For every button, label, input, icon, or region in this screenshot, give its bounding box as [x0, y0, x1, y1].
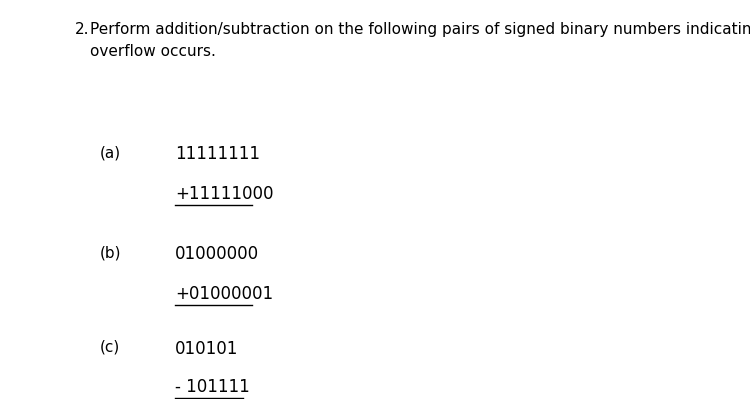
- Text: 010101: 010101: [175, 340, 238, 358]
- Text: (b): (b): [100, 245, 122, 260]
- Text: 01000000: 01000000: [175, 245, 260, 263]
- Text: (c): (c): [100, 340, 120, 355]
- Text: 11111111: 11111111: [175, 145, 260, 163]
- Text: - 101111: - 101111: [175, 378, 250, 396]
- Text: 2.: 2.: [75, 22, 89, 37]
- Text: +01000001: +01000001: [175, 285, 273, 303]
- Text: (a): (a): [100, 145, 122, 160]
- Text: +11111000: +11111000: [175, 185, 274, 203]
- Text: overflow occurs.: overflow occurs.: [90, 44, 216, 59]
- Text: Perform addition/subtraction on the following pairs of signed binary numbers ind: Perform addition/subtraction on the foll…: [90, 22, 750, 37]
